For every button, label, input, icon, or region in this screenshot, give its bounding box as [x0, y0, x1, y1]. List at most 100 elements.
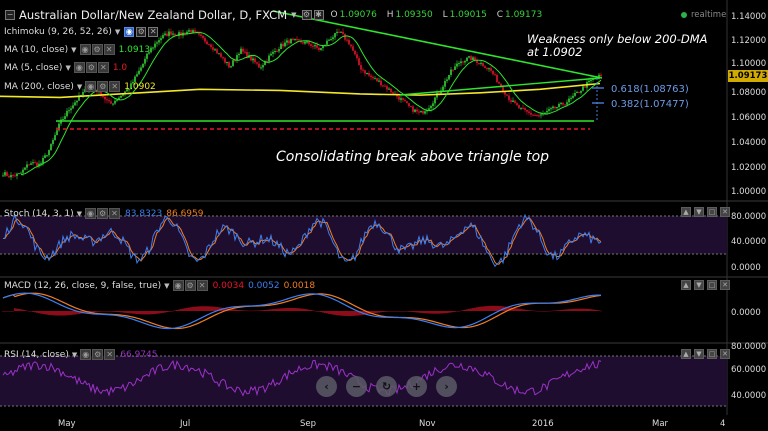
macd-hist-bar	[326, 311, 328, 314]
eye-icon[interactable]: ◉	[80, 349, 92, 360]
close-icon[interactable]: ✕	[109, 81, 121, 92]
macd-pane-controls[interactable]: ▲ ▼ □ ✕	[681, 280, 730, 290]
macd-hist-bar	[62, 311, 64, 316]
indicator-ma200[interactable]: MA (200, close) ▼ ◉ ⚙ ✕ 1.0902	[4, 81, 156, 92]
macd-hist-bar	[528, 310, 530, 311]
chart-navigation[interactable]: ‹ − ↻ + ›	[316, 376, 457, 397]
indicator-ichimoku[interactable]: Ichimoku (9, 26, 52, 26) ▼ ◉ ⚙ ✕	[4, 27, 159, 37]
stoch-pane-controls[interactable]: ▲ ▼ □ ✕	[681, 207, 730, 217]
indicator-ma10[interactable]: MA (10, close) ▼ ◉ ⚙ ✕ 1.0913	[4, 44, 150, 55]
zoom-in-icon[interactable]: +	[406, 376, 427, 397]
macd-hist-bar	[72, 311, 74, 315]
indicator-label[interactable]: RSI (14, close)	[4, 349, 69, 360]
settings-icon[interactable]: ⚙	[97, 81, 109, 92]
indicator-stoch[interactable]: Stoch (14, 3, 1) ▼ ◉ ⚙ ✕ 83.8323 86.6959	[4, 208, 203, 219]
settings-icon[interactable]: ⚙	[91, 44, 103, 55]
close-icon[interactable]: ✕	[720, 207, 730, 217]
close-icon[interactable]: ✕	[103, 44, 115, 55]
macd-hist-bar	[312, 310, 314, 311]
chevron-down-icon[interactable]: ▼	[76, 82, 83, 91]
gear-icon[interactable]: ✱	[313, 10, 324, 20]
zoom-out-icon[interactable]: −	[346, 376, 367, 397]
settings-icon[interactable]: ⚙	[92, 349, 104, 360]
macd-hist-bar	[278, 308, 280, 311]
pane-up-icon[interactable]: ▲	[681, 349, 691, 359]
indicator-label[interactable]: MACD (12, 26, close, 9, false, true)	[4, 280, 162, 291]
close-icon[interactable]: ✕	[720, 349, 730, 359]
close-icon[interactable]: ✕	[148, 27, 159, 37]
pane-maximize-icon[interactable]: □	[707, 207, 717, 217]
scroll-right-icon[interactable]: ›	[436, 376, 457, 397]
triangle-inner-trendline[interactable]	[399, 77, 601, 96]
pane-maximize-icon[interactable]: □	[707, 280, 717, 290]
candle-body	[146, 53, 148, 59]
eye-icon[interactable]: ◉	[73, 62, 85, 73]
eye-icon[interactable]: ◉	[85, 81, 97, 92]
indicator-macd[interactable]: MACD (12, 26, close, 9, false, true) ▼ ◉…	[4, 280, 315, 291]
close-icon[interactable]: ✕	[97, 62, 109, 73]
pane-up-icon[interactable]: ▲	[681, 280, 691, 290]
candle-body	[170, 31, 172, 35]
pane-up-icon[interactable]: ▲	[681, 207, 691, 217]
eye-icon[interactable]: ◉	[172, 280, 184, 291]
collapse-icon[interactable]: −	[5, 10, 15, 20]
chevron-down-icon[interactable]: ▼	[76, 209, 83, 218]
close-icon[interactable]: ✕	[196, 280, 208, 291]
eye-icon[interactable]: ◉	[79, 44, 91, 55]
settings-icon[interactable]: ⚙	[136, 27, 147, 37]
chevron-down-icon[interactable]: ▼	[71, 350, 78, 359]
reset-icon[interactable]: ↻	[376, 376, 397, 397]
chevron-down-icon[interactable]: ▼	[71, 45, 77, 54]
candle-body	[504, 91, 506, 95]
close-icon[interactable]: ✕	[104, 349, 116, 360]
indicator-ma5[interactable]: MA (5, close) ▼ ◉ ⚙ ✕ 1.0	[4, 62, 127, 73]
macd-hist-bar	[466, 309, 468, 311]
macd-hist-bar	[58, 311, 60, 316]
rsi-pane-controls[interactable]: ▲ ▼ □ ✕	[681, 349, 730, 359]
macd-hist-bar	[564, 309, 566, 311]
eye-icon[interactable]: ◉	[85, 208, 97, 219]
macd-hist-bar	[142, 311, 144, 315]
pane-down-icon[interactable]: ▼	[694, 207, 704, 217]
triangle-top-trendline[interactable]	[272, 10, 603, 79]
pane-down-icon[interactable]: ▼	[694, 280, 704, 290]
candle-body	[348, 39, 350, 45]
candle-body	[18, 173, 20, 175]
indicator-label[interactable]: MA (200, close)	[4, 81, 74, 92]
eye-icon[interactable]: ◉	[124, 27, 135, 37]
settings-icon[interactable]: ⚙	[301, 10, 312, 20]
macd-hist-bar	[248, 310, 250, 312]
candle-body	[216, 49, 218, 54]
macd-hist-bar	[132, 311, 134, 314]
macd-hist-bar	[28, 310, 30, 312]
chevron-down-icon[interactable]: ▼	[291, 11, 297, 19]
indicator-label[interactable]: Stoch (14, 3, 1)	[4, 208, 74, 219]
settings-icon[interactable]: ⚙	[97, 208, 109, 219]
chevron-down-icon[interactable]: ▼	[65, 63, 71, 72]
indicator-rsi[interactable]: RSI (14, close) ▼ ◉ ⚙ ✕ 66.9745	[4, 349, 157, 360]
candle-body	[520, 107, 522, 109]
scroll-left-icon[interactable]: ‹	[316, 376, 337, 397]
macd-hist-bar	[198, 306, 200, 311]
indicator-label[interactable]: MA (10, close)	[4, 44, 69, 55]
pane-maximize-icon[interactable]: □	[707, 349, 717, 359]
candle-body	[508, 95, 510, 101]
ohlc-label: O	[330, 10, 338, 20]
indicator-label[interactable]: Ichimoku (9, 26, 52, 26)	[4, 27, 112, 37]
macd-hist-bar	[322, 311, 324, 313]
symbol-title[interactable]: Australian Dollar/New Zealand Dollar, D,…	[19, 8, 288, 22]
close-icon[interactable]: ✕	[109, 208, 121, 219]
stoch-k-value: 83.8323	[125, 208, 163, 219]
macd-hist-bar	[246, 310, 248, 312]
chevron-down-icon[interactable]: ▼	[164, 281, 170, 290]
close-icon[interactable]: ✕	[720, 280, 730, 290]
indicator-label[interactable]: MA (5, close)	[4, 62, 63, 73]
settings-icon[interactable]: ⚙	[184, 280, 196, 291]
candle-body	[194, 30, 196, 32]
candle-body	[536, 114, 538, 116]
pane-down-icon[interactable]: ▼	[694, 349, 704, 359]
settings-icon[interactable]: ⚙	[85, 62, 97, 73]
chevron-down-icon[interactable]: ▼	[114, 28, 121, 36]
candle-body	[142, 63, 144, 68]
